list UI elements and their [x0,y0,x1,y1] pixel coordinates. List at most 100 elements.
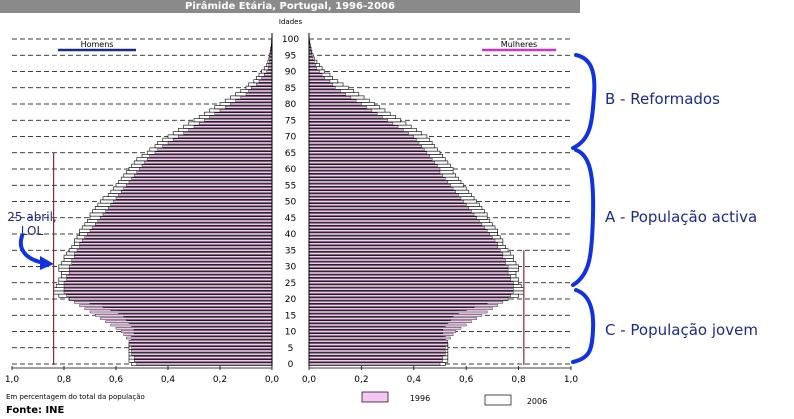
bar-men-1996-age-12 [110,323,273,327]
bar-men-1996-age-82 [240,96,273,99]
bar-women-1996-age-38 [308,239,496,242]
bar-men-1996-age-43 [94,223,273,226]
age-tick-label-90: 90 [285,68,297,78]
age-tick-label-50: 50 [285,198,297,208]
bar-women-1996-age-51 [308,197,462,200]
bar-women-1996-age-35 [308,249,501,252]
bar-women-1996-age-13 [308,320,472,323]
bar-women-1996-age-57 [308,177,446,180]
bar-women-1996-age-62 [308,161,435,164]
bar-men-1996-age-59 [136,171,273,174]
bar-women-1996-age-16 [308,310,488,314]
bar-women-1996-age-74 [308,122,394,125]
bar-women-1996-age-36 [308,245,498,249]
bar-men-1996-age-58 [133,174,273,177]
x-tick-label-right-2: 0,4 [407,375,422,385]
bar-women-1996-age-25 [308,281,514,284]
bar-women-1996-age-53 [308,190,456,193]
age-tick-label-40: 40 [285,230,297,240]
bar-men-1996-age-84 [248,89,273,93]
x-tick-label-right-1: 0,2 [354,375,368,385]
age-axis-title: Idades [279,18,303,26]
bar-women-1996-age-47 [308,210,472,213]
age-tick-label-10: 10 [285,328,297,338]
bar-women-1996-age-30 [308,265,509,268]
bar-men-1996-age-53 [120,190,273,193]
age-tick-label-80: 80 [285,100,297,110]
bar-men-1996-age-72 [188,128,273,132]
bar-women-1996-age-41 [308,229,488,232]
x-tick-label-left-4: 0,2 [213,375,227,385]
bar-women-1996-age-28 [308,271,509,275]
bar-women-1996-age-44 [308,219,480,223]
bar-women-1996-age-3 [308,353,446,356]
bar-women-1996-age-67 [308,145,422,148]
bar-women-1996-age-63 [308,158,433,161]
bar-women-1996-age-69 [308,138,417,141]
bar-men-1996-age-54 [123,187,273,190]
bar-women-1996-age-65 [308,151,428,154]
bar-women-1996-age-64 [308,154,430,158]
legend-2006-swatch [484,394,512,406]
annotation-populacao-jovem: C - População jovem [605,321,758,339]
bar-men-1996-age-38 [81,239,273,242]
bar-women-1996-age-78 [308,109,373,112]
bar-women-1996-age-84 [308,89,341,93]
bar-men-1996-age-47 [105,210,273,213]
bar-men-1996-age-36 [79,245,273,249]
bar-women-1996-age-23 [308,288,514,291]
bar-women-1996-age-76 [308,115,383,119]
age-tick-label-5: 5 [288,344,294,354]
age-tick-label-30: 30 [285,263,297,273]
bar-women-1996-age-70 [308,135,415,138]
bar-men-1996-age-15 [94,314,273,317]
bar-men-1996-age-71 [183,132,273,135]
bar-women-1996-age-88 [308,76,325,80]
bracket-activa [571,148,596,287]
reference-markers [52,152,525,365]
annotation-reformados: B - Reformados [605,90,720,108]
bar-men-1996-age-9 [123,333,273,336]
bar-women-1996-age-87 [308,80,331,83]
bar-women-1996-age-58 [308,174,443,177]
bar-women-1996-age-71 [308,132,409,135]
bar-men-1996-age-61 [141,164,273,167]
bar-men-1996-age-22 [63,291,273,294]
bar-men-1996-age-63 [146,158,273,161]
bar-women-1996-age-11 [308,327,462,330]
bar-women-1996-age-80 [308,102,362,106]
bar-women-1996-age-31 [308,262,506,265]
bar-men-1996-age-6 [128,343,273,346]
bar-men-1996-age-11 [115,327,273,330]
bar-women-1996-age-93 [308,60,315,63]
bar-men-1996-age-49 [110,203,273,206]
bar-women-1996-age-29 [308,268,509,271]
bar-women-1996-age-17 [308,307,493,310]
age-tick-label-55: 55 [285,181,296,191]
bar-women-1996-age-50 [308,200,464,203]
bar-men-1996-age-2 [133,356,273,359]
age-tick-label-70: 70 [285,133,297,143]
bar-women-1996-age-45 [308,216,477,219]
bar-men-1996-age-85 [250,86,273,89]
bar-women-1996-age-46 [308,213,475,216]
bar-men-1996-age-68 [167,141,273,145]
bar-women-1996-age-21 [308,294,511,297]
x-tick-label-right-0: 0,0 [302,375,317,385]
bar-women-1996-age-40 [308,232,490,236]
bar-men-1996-age-86 [256,83,273,86]
bar-men-1996-age-37 [79,242,273,245]
bar-women-1996-age-8 [308,336,451,340]
arrow-abril [18,234,46,265]
bar-women-1996-age-82 [308,96,352,99]
bar-women-1996-age-14 [308,317,477,320]
bar-women-1996-age-68 [308,141,420,145]
bar-men-1996-age-30 [68,265,273,268]
bar-women-1996-age-10 [308,330,456,333]
bar-women-1996-age-52 [308,193,459,197]
bar-men-1996-age-4 [131,349,273,353]
bar-women-1996-age-54 [308,187,454,190]
legend-1996-label: 1996 [410,394,430,403]
bar-men-1996-age-27 [66,275,273,278]
arrow-abril-head [40,256,54,270]
